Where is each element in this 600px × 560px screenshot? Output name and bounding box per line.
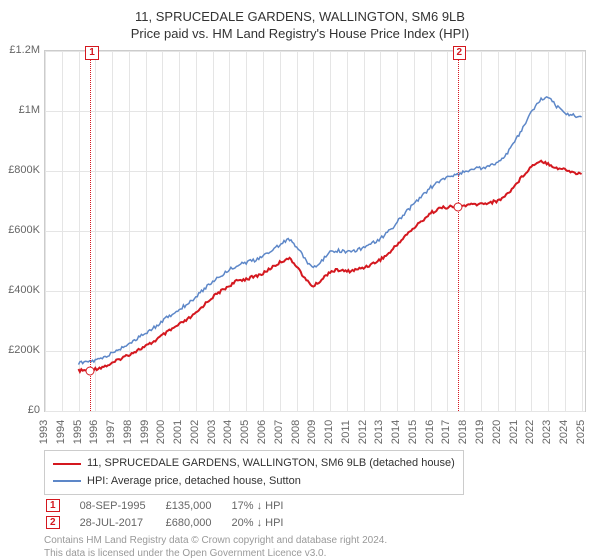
- plot-area: 12: [44, 50, 586, 412]
- series-line: [79, 97, 582, 365]
- x-tick-label: 1994: [55, 417, 67, 447]
- marker-point: [453, 203, 462, 212]
- marker-price: £680,000: [166, 515, 230, 530]
- y-tick-label: £200K: [0, 344, 40, 356]
- x-tick-label: 2011: [340, 417, 352, 447]
- x-tick-label: 1996: [88, 417, 100, 447]
- y-tick-label: £1M: [0, 104, 40, 116]
- marker-price: £135,000: [166, 498, 230, 513]
- marker-delta: 17% ↓ HPI: [232, 498, 302, 513]
- x-tick-label: 2007: [273, 417, 285, 447]
- x-tick-label: 2023: [541, 417, 553, 447]
- legend-row: 11, SPRUCEDALE GARDENS, WALLINGTON, SM6 …: [53, 455, 455, 473]
- x-tick-label: 2021: [508, 417, 520, 447]
- x-tick-label: 2010: [323, 417, 335, 447]
- x-tick-label: 2019: [474, 417, 486, 447]
- y-tick-label: £0: [0, 404, 40, 416]
- x-tick-label: 2008: [290, 417, 302, 447]
- marker-box: 1: [85, 46, 99, 60]
- x-tick-label: 2017: [440, 417, 452, 447]
- x-tick-label: 1998: [122, 417, 134, 447]
- y-tick-label: £600K: [0, 224, 40, 236]
- x-tick-label: 2024: [558, 417, 570, 447]
- x-tick-label: 2018: [457, 417, 469, 447]
- x-tick-label: 2022: [524, 417, 536, 447]
- x-tick-label: 2014: [390, 417, 402, 447]
- chart-subtitle: Price paid vs. HM Land Registry's House …: [0, 26, 600, 45]
- series-line: [79, 161, 582, 372]
- x-tick-label: 1995: [72, 417, 84, 447]
- footer-line1: Contains HM Land Registry data © Crown c…: [44, 534, 387, 547]
- x-tick-label: 2004: [222, 417, 234, 447]
- marker-box: 2: [453, 46, 467, 60]
- x-tick-label: 2003: [206, 417, 218, 447]
- x-tick-label: 1999: [139, 417, 151, 447]
- legend-label: HPI: Average price, detached house, Sutt…: [87, 473, 301, 491]
- x-tick-label: 1997: [105, 417, 117, 447]
- marker-line: [458, 51, 459, 411]
- x-tick-label: 2015: [407, 417, 419, 447]
- x-tick-label: 2006: [256, 417, 268, 447]
- marker-line: [90, 51, 91, 411]
- x-tick-label: 2020: [491, 417, 503, 447]
- marker-row: 1 08-SEP-1995£135,00017% ↓ HPI: [46, 498, 301, 513]
- y-tick-label: £800K: [0, 164, 40, 176]
- y-tick-label: £1.2M: [0, 44, 40, 56]
- marker-num: 1: [46, 499, 60, 512]
- y-tick-label: £400K: [0, 284, 40, 296]
- x-tick-label: 1993: [38, 417, 50, 447]
- marker-point: [86, 366, 95, 375]
- chart-container: 11, SPRUCEDALE GARDENS, WALLINGTON, SM6 …: [0, 0, 600, 560]
- x-tick-label: 2012: [357, 417, 369, 447]
- legend-swatch: [53, 463, 81, 465]
- marker-num: 2: [46, 516, 60, 529]
- footer-line2: This data is licensed under the Open Gov…: [44, 547, 387, 560]
- x-tick-label: 2025: [575, 417, 587, 447]
- legend-swatch: [53, 480, 81, 482]
- x-tick-label: 2005: [239, 417, 251, 447]
- footer: Contains HM Land Registry data © Crown c…: [44, 534, 387, 560]
- marker-delta: 20% ↓ HPI: [232, 515, 302, 530]
- legend: 11, SPRUCEDALE GARDENS, WALLINGTON, SM6 …: [44, 450, 464, 495]
- legend-row: HPI: Average price, detached house, Sutt…: [53, 473, 455, 491]
- x-tick-label: 2013: [373, 417, 385, 447]
- x-tick-label: 2009: [306, 417, 318, 447]
- line-series: [45, 51, 585, 411]
- legend-label: 11, SPRUCEDALE GARDENS, WALLINGTON, SM6 …: [87, 455, 455, 473]
- x-tick-label: 2002: [189, 417, 201, 447]
- x-tick-label: 2001: [172, 417, 184, 447]
- x-tick-label: 2016: [424, 417, 436, 447]
- marker-date: 28-JUL-2017: [80, 515, 164, 530]
- marker-row: 2 28-JUL-2017£680,00020% ↓ HPI: [46, 515, 301, 530]
- markers-table: 1 08-SEP-1995£135,00017% ↓ HPI 2 28-JUL-201…: [44, 496, 303, 532]
- chart-title: 11, SPRUCEDALE GARDENS, WALLINGTON, SM6 …: [0, 0, 600, 26]
- x-tick-label: 2000: [155, 417, 167, 447]
- marker-date: 08-SEP-1995: [80, 498, 164, 513]
